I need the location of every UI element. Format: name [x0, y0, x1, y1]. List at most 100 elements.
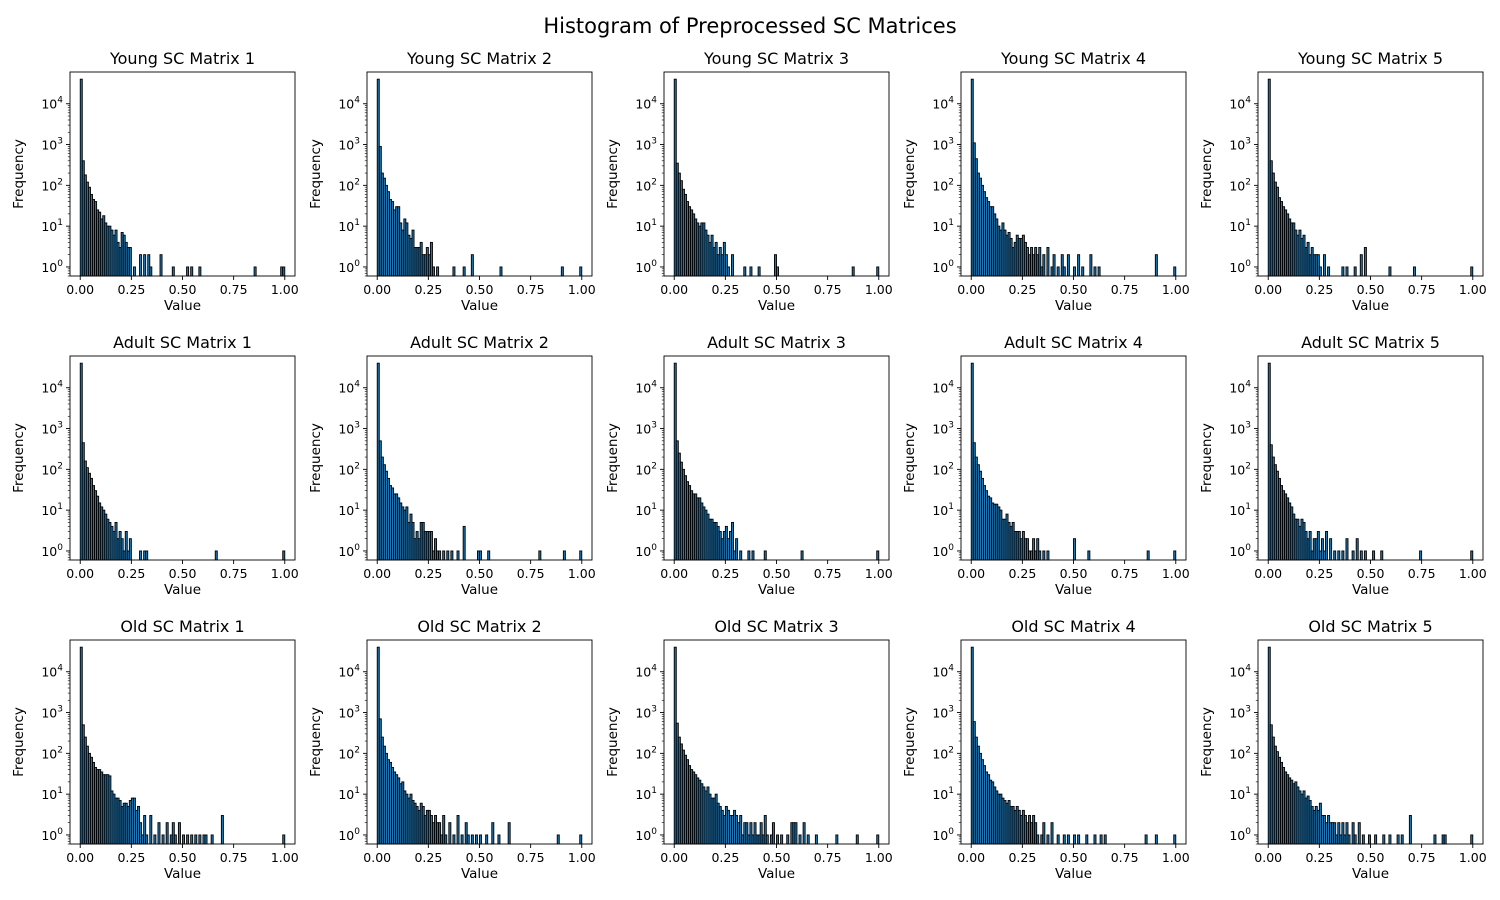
- histogram-bar: [210, 834, 214, 845]
- histogram-bar: [749, 266, 753, 277]
- x-axis-label: Value: [758, 298, 795, 314]
- y-tick-label: 102: [41, 177, 63, 193]
- histogram-bar: [579, 834, 583, 845]
- y-tick-label: 101: [932, 502, 954, 518]
- x-tick-label: 0.50: [1357, 850, 1385, 865]
- x-tick-label: 0.75: [814, 850, 842, 865]
- histogram-bar: [128, 538, 132, 561]
- histogram-bar: [747, 550, 751, 561]
- subplot-3: 0.00 0.25 0.50 0.75 1.00 100 101 102 103 104 Young…: [605, 49, 893, 314]
- x-tick-label: 0.00: [363, 850, 391, 865]
- histogram-bar: [786, 834, 790, 845]
- histogram-bar: [452, 266, 456, 277]
- histogram-bar: [579, 550, 583, 561]
- x-tick-label: 0.50: [1060, 566, 1088, 581]
- histogram-bar: [282, 550, 286, 561]
- y-tick-label: 100: [635, 543, 657, 559]
- histogram-bar: [1089, 254, 1093, 277]
- histogram-bar: [876, 266, 880, 277]
- x-axis-label: Value: [1352, 866, 1389, 882]
- histogram-bar: [1073, 834, 1076, 845]
- histogram-bar: [145, 834, 149, 845]
- y-tick-label: 102: [635, 461, 657, 477]
- y-tick-label: 101: [338, 786, 360, 802]
- x-tick-label: 0.25: [1305, 282, 1333, 297]
- histogram-bar: [1056, 834, 1060, 845]
- histogram-bar: [1329, 538, 1333, 561]
- subplot-4: 0.00 0.25 0.50 0.75 1.00 100 101 102 103 104 Young…: [902, 49, 1190, 314]
- y-axis-label: Frequency: [11, 139, 27, 209]
- histogram-bar: [182, 834, 185, 845]
- histogram-bar: [1052, 254, 1056, 277]
- x-tick-label: 0.00: [660, 850, 688, 865]
- y-tick-label: 103: [932, 705, 954, 721]
- histogram-bar: [1363, 550, 1367, 561]
- histogram-bar: [450, 550, 454, 561]
- x-tick-label: 1.00: [271, 850, 299, 865]
- y-axis-label: Frequency: [11, 423, 27, 493]
- y-tick-label: 101: [635, 502, 657, 518]
- histogram-bars: [970, 78, 1177, 277]
- histogram-bar: [190, 266, 194, 277]
- x-tick-label: 0.50: [1060, 282, 1088, 297]
- histogram-bar: [1099, 834, 1103, 845]
- y-tick-label: 104: [41, 96, 63, 112]
- histogram-bar: [153, 834, 157, 845]
- x-tick-label: 0.75: [814, 282, 842, 297]
- y-tick-label: 100: [41, 543, 63, 559]
- x-tick-label: 1.00: [1459, 850, 1487, 865]
- histogram-bar: [177, 822, 181, 845]
- histogram-bars: [376, 78, 583, 277]
- x-tick-label: 0.50: [169, 566, 197, 581]
- y-tick-label: 101: [932, 218, 954, 234]
- histogram-bar: [452, 834, 456, 845]
- histogram-bar: [1073, 266, 1076, 277]
- y-tick-label: 103: [338, 705, 360, 721]
- histogram-bar: [538, 550, 542, 561]
- histogram-bar: [1341, 266, 1345, 277]
- x-axis-label: Value: [164, 866, 201, 882]
- x-tick-label: 0.00: [957, 566, 985, 581]
- y-tick-label: 103: [1229, 705, 1251, 721]
- x-tick-label: 0.50: [763, 566, 791, 581]
- x-tick-label: 0.25: [117, 566, 145, 581]
- y-axis-label: Frequency: [1199, 423, 1215, 493]
- x-tick-label: 0.25: [711, 282, 739, 297]
- y-tick-label: 102: [1229, 177, 1251, 193]
- x-tick-label: 0.75: [814, 566, 842, 581]
- x-tick-label: 1.00: [1162, 850, 1190, 865]
- histogram-bar: [1345, 266, 1349, 277]
- histogram-bar: [132, 266, 136, 277]
- histogram-bar: [479, 550, 482, 561]
- y-tick-label: 100: [338, 543, 360, 559]
- y-tick-label: 100: [932, 543, 954, 559]
- y-tick-label: 103: [932, 421, 954, 437]
- histogram-bars: [79, 646, 286, 845]
- histogram-bar: [497, 834, 501, 845]
- x-tick-label: 0.25: [117, 850, 145, 865]
- y-tick-label: 102: [338, 461, 360, 477]
- histogram-bar: [1173, 266, 1177, 277]
- y-tick-label: 102: [1229, 745, 1251, 761]
- histogram-bar: [282, 834, 286, 845]
- histogram-bar: [460, 834, 464, 845]
- y-tick-label: 103: [1229, 421, 1251, 437]
- y-tick-label: 104: [338, 96, 360, 112]
- y-axis-label: Frequency: [605, 707, 621, 777]
- y-tick-label: 104: [635, 664, 657, 680]
- histogram-bar: [798, 834, 802, 845]
- histogram-bar: [1396, 834, 1400, 845]
- histogram-bar: [194, 834, 198, 845]
- histogram-bar: [466, 834, 470, 845]
- histogram-bar: [1322, 254, 1326, 277]
- histogram-bar: [1433, 834, 1437, 845]
- y-tick-label: 104: [1229, 380, 1251, 396]
- x-tick-label: 0.25: [1008, 282, 1036, 297]
- histogram-bar: [448, 822, 452, 845]
- y-tick-label: 100: [338, 259, 360, 275]
- subplot-14: 0.00 0.25 0.50 0.75 1.00 100 101 102 103 104 Old S…: [902, 617, 1190, 882]
- x-tick-label: 0.00: [66, 566, 94, 581]
- x-tick-label: 1.00: [865, 282, 893, 297]
- x-axis-label: Value: [1352, 582, 1389, 598]
- y-tick-label: 100: [635, 259, 657, 275]
